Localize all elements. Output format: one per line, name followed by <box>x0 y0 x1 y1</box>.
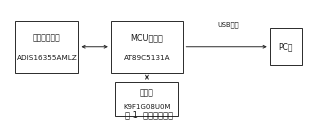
Bar <box>116 82 178 116</box>
Text: USB接口: USB接口 <box>217 21 239 28</box>
Text: ADIS16355AMLZ: ADIS16355AMLZ <box>16 55 77 61</box>
Text: 存储器: 存储器 <box>140 88 154 97</box>
Text: PC机: PC机 <box>279 42 293 51</box>
Text: 图 1  系统硬件框图: 图 1 系统硬件框图 <box>125 110 172 119</box>
Bar <box>270 28 302 65</box>
Text: K9F1G08U0M: K9F1G08U0M <box>123 104 171 110</box>
Text: MCU控制器: MCU控制器 <box>130 33 163 42</box>
Text: AT89C5131A: AT89C5131A <box>124 55 170 61</box>
Text: 惯性测量组件: 惯性测量组件 <box>33 33 61 42</box>
Bar <box>15 21 78 73</box>
Bar <box>111 21 183 73</box>
